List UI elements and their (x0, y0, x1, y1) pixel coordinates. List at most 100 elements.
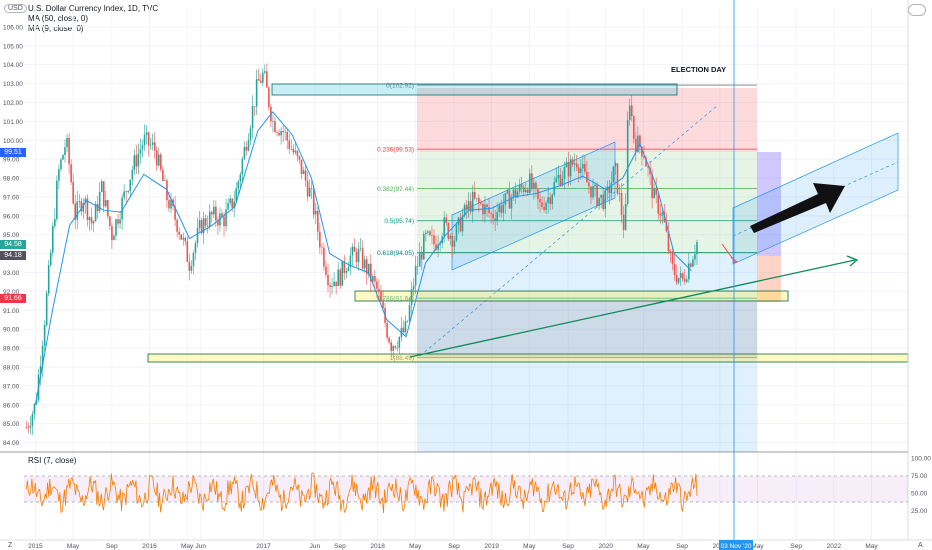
candle-body (331, 286, 333, 288)
candle-body (43, 325, 46, 346)
y-tick-label: 97.00 (3, 194, 20, 201)
candle-body (92, 221, 95, 224)
candle-body (392, 346, 395, 351)
candle-body (88, 217, 91, 220)
candle-body (178, 231, 180, 235)
x-tick-label: May (865, 543, 878, 550)
chart-title: U.S. Dollar Currency Index, 1D, TVC (28, 4, 159, 13)
candle-body (208, 211, 211, 227)
candle-body (549, 197, 552, 205)
rsi-axis: 100.00 75.00 50.00 25.00 (911, 456, 931, 516)
candle-body (418, 253, 421, 267)
candle-body (559, 174, 562, 186)
y-tick-label: 96.00 (3, 213, 20, 220)
candle-body (388, 337, 390, 343)
candle-body (304, 170, 307, 181)
candle-body (372, 276, 374, 282)
candle-body (406, 320, 409, 322)
green-trendline (409, 259, 856, 358)
candle-body (639, 135, 641, 147)
candle-body (345, 270, 348, 273)
candle-body (610, 182, 613, 194)
candle-body (551, 194, 554, 205)
candle-body (231, 198, 233, 208)
candle-body (127, 191, 130, 193)
y-tick-label: 93.00 (3, 270, 20, 277)
candle-body (569, 159, 572, 177)
candle-body (121, 197, 123, 220)
candle-body (288, 140, 291, 150)
y-tick-label: 88.00 (3, 364, 20, 371)
candle-body (143, 134, 146, 146)
candle-body (449, 235, 452, 239)
candle-body (370, 263, 372, 282)
candle-body (353, 246, 356, 252)
candle-body (535, 182, 537, 190)
candle-body (677, 277, 680, 283)
candle-body (518, 184, 521, 192)
candle-body (190, 266, 193, 271)
candle-body (82, 203, 85, 212)
candle-body (582, 164, 584, 169)
candle-body (54, 219, 56, 227)
fib-label: 0.236(99.53) (377, 147, 414, 154)
candle-body (31, 414, 34, 427)
candle-body (575, 163, 578, 168)
candle-body (139, 149, 142, 154)
candle-body (58, 169, 60, 181)
y-tick-label: 90.00 (3, 327, 20, 334)
candle-body (200, 220, 203, 234)
candle-body (408, 305, 411, 321)
candle-body (367, 263, 370, 275)
candle-body (363, 259, 366, 269)
candle-body (579, 168, 582, 173)
candle-body (626, 119, 629, 205)
x-tick-label: May (637, 543, 650, 550)
candle-body (594, 185, 596, 187)
candle-body (553, 182, 556, 195)
x-tick-label: Sep (334, 543, 346, 550)
candle-body (249, 128, 252, 141)
candle-body (35, 400, 38, 404)
candle-body (98, 191, 101, 211)
y-tick-label: 101.00 (3, 119, 23, 126)
candle-body (563, 167, 566, 179)
legend-ma50[interactable]: MA (50, close, 0) (28, 14, 89, 23)
rsi-label[interactable]: RSI (7, close) (28, 456, 77, 465)
x-tick-label: May (751, 543, 764, 550)
candle-body (329, 285, 331, 288)
candle-body (351, 246, 354, 256)
candle-body (571, 159, 574, 165)
candle-body (111, 225, 113, 241)
rising-channel-1 (451, 141, 616, 271)
candle-body (27, 427, 30, 429)
candle-body (314, 210, 317, 215)
candle-body (451, 235, 454, 247)
candle-body (685, 279, 688, 282)
settings-toggle-button[interactable] (908, 4, 926, 16)
candle-body (66, 137, 68, 148)
candle-body (290, 148, 293, 150)
time-axis: 2015 May Sep 2016 May Jun 2017 Jun Sep 2018 May Sep… (28, 543, 878, 550)
candle-body (339, 269, 342, 286)
candle-body (427, 231, 429, 233)
candle-body (266, 71, 268, 88)
candle-body (469, 201, 472, 212)
candle-body (396, 347, 399, 349)
candle-body (56, 180, 58, 220)
rsi-tick-label: 75.00 (911, 473, 928, 480)
candle-body (237, 181, 240, 189)
currency-badge[interactable]: USD (4, 4, 27, 13)
rsi-line (25, 472, 698, 514)
candle-body (361, 248, 364, 269)
legend-ma9[interactable]: MA (9, close, 0) (28, 24, 84, 33)
candle-body (239, 174, 242, 182)
candle-body (308, 187, 311, 197)
candle-body (500, 205, 503, 213)
candle-body (565, 162, 568, 168)
candle-body (445, 217, 448, 223)
y-tick-label: 91.00 (3, 308, 20, 315)
candle-body (247, 140, 250, 151)
candle-body (632, 116, 635, 139)
